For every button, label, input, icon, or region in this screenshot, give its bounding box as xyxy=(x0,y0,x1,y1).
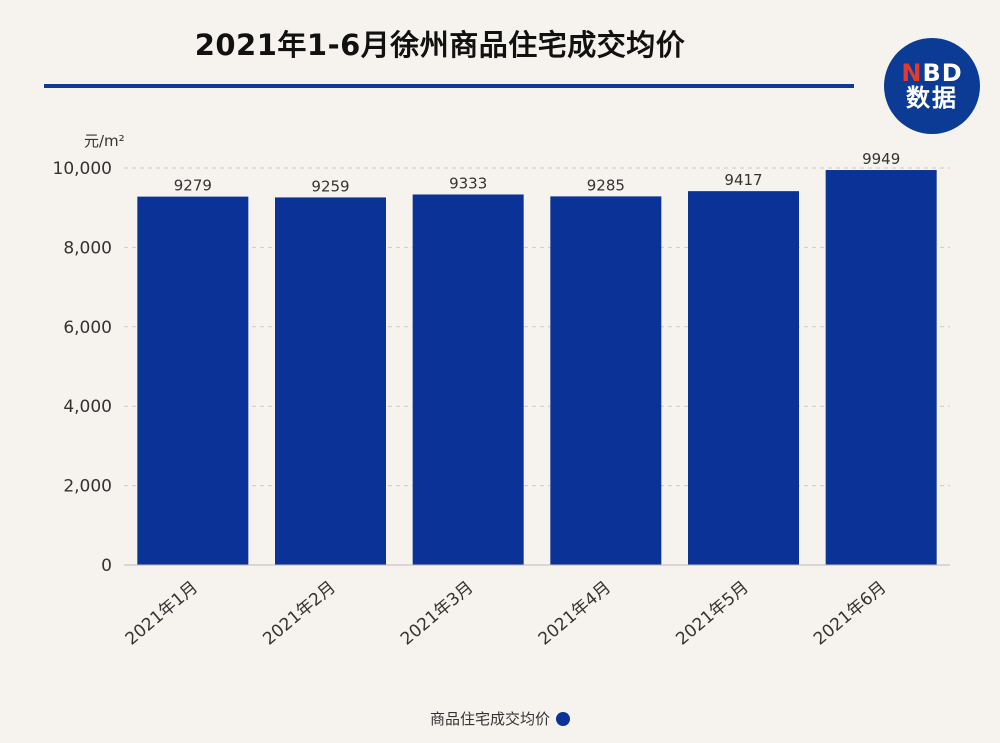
bar-value-label: 9285 xyxy=(587,176,625,194)
logo-n: N xyxy=(901,58,923,87)
bar-value-label: 9949 xyxy=(862,150,900,168)
x-tick-label: 2021年4月 xyxy=(535,578,615,650)
gridlines xyxy=(124,167,950,487)
y-tick-label: 4,000 xyxy=(63,397,112,417)
y-tick-label: 8,000 xyxy=(63,238,112,258)
logo-data-text: 数据 xyxy=(906,84,958,112)
x-tick-label: 2021年6月 xyxy=(810,578,890,650)
legend: 商品住宅成交均价 xyxy=(0,708,1000,729)
bar xyxy=(275,197,386,565)
bars xyxy=(137,170,937,566)
bar xyxy=(825,170,937,565)
x-axis-ticks: 2021年1月 2021年2月 2021年3月 2021年4月 2021年5月 2021年… xyxy=(122,578,891,650)
bar xyxy=(688,191,799,566)
x-tick-label: 2021年3月 xyxy=(397,578,477,650)
legend-swatch xyxy=(556,711,570,726)
y-tick-label: 6,000 xyxy=(63,318,112,338)
y-tick-label: 2,000 xyxy=(63,477,112,497)
legend-label: 商品住宅成交均价 xyxy=(429,710,550,728)
bar-value-label: 9279 xyxy=(174,177,212,195)
y-axis-label: 元/m² xyxy=(84,132,125,150)
logo-bd: BD xyxy=(922,58,963,87)
y-tick-label: 0 xyxy=(101,556,112,576)
bar-value-label: 9417 xyxy=(724,171,762,189)
bar xyxy=(550,196,662,565)
y-tick-label: 10,000 xyxy=(53,159,112,179)
y-axis-ticks: 0 2,000 4,000 6,000 8,000 10,000 xyxy=(53,159,112,576)
bar xyxy=(137,196,249,565)
x-tick-label: 2021年2月 xyxy=(259,578,339,650)
chart-title: 2021年1-6月徐州商品住宅成交均价 xyxy=(194,28,686,62)
nbd-logo: NBD 数据 xyxy=(884,38,980,134)
value-labels: 9279 9259 9333 9285 9417 9949 xyxy=(174,150,901,195)
x-tick-label: 2021年5月 xyxy=(672,578,752,650)
bar-value-label: 9259 xyxy=(311,177,349,195)
title-divider xyxy=(44,84,854,88)
x-tick-label: 2021年1月 xyxy=(122,578,202,650)
bar xyxy=(412,194,524,565)
bar-value-label: 9333 xyxy=(449,174,487,192)
